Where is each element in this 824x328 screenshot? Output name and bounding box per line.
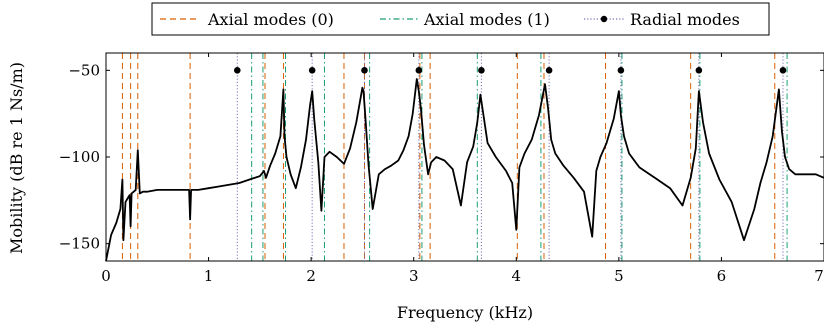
radial-mode-marker — [617, 67, 625, 74]
legend-label-axial-0: Axial modes (0) — [207, 10, 334, 29]
response-curve-layer — [105, 78, 824, 262]
mode-lines — [121, 53, 788, 261]
radial-markers — [233, 67, 787, 74]
y-tick-label: −50 — [68, 61, 100, 79]
radial-mode-marker — [779, 67, 787, 74]
radial-mode-marker — [415, 67, 423, 74]
x-tick-label: 4 — [512, 267, 522, 285]
x-axis-title: Frequency (kHz) — [397, 303, 533, 322]
y-axis-title: Mobility (dB re 1 Ns/m) — [7, 62, 26, 254]
radial-mode-marker — [233, 67, 241, 74]
legend-label-axial-1: Axial modes (1) — [423, 10, 550, 29]
y-tick-label: −100 — [59, 148, 100, 166]
mobility-curve — [105, 78, 824, 262]
x-tick-label: 6 — [717, 267, 727, 285]
radial-mode-marker — [545, 67, 553, 74]
x-tick-label: 1 — [204, 267, 214, 285]
y-tick-label: −150 — [59, 235, 100, 253]
legend-marker-radial — [600, 15, 608, 23]
plot-area — [105, 52, 824, 262]
radial-mode-marker — [361, 67, 368, 74]
radial-mode-marker — [478, 67, 485, 74]
legend: Axial modes (0) Axial modes (1) Radial m… — [151, 2, 770, 36]
legend-label-radial: Radial modes — [630, 10, 740, 29]
x-tick-label: 0 — [101, 267, 111, 285]
x-tick-label: 2 — [306, 267, 316, 285]
axis-ticks: 0 1 2 3 4 5 6 7 −150 −100 −50 — [59, 53, 824, 285]
radial-mode-marker — [695, 67, 703, 74]
legend-frame — [151, 2, 770, 36]
x-tick-label: 5 — [614, 267, 624, 285]
radial-mode-marker — [308, 67, 316, 74]
plot-frame — [105, 52, 824, 262]
x-tick-label: 3 — [409, 267, 419, 285]
x-tick-label: 7 — [814, 267, 824, 285]
